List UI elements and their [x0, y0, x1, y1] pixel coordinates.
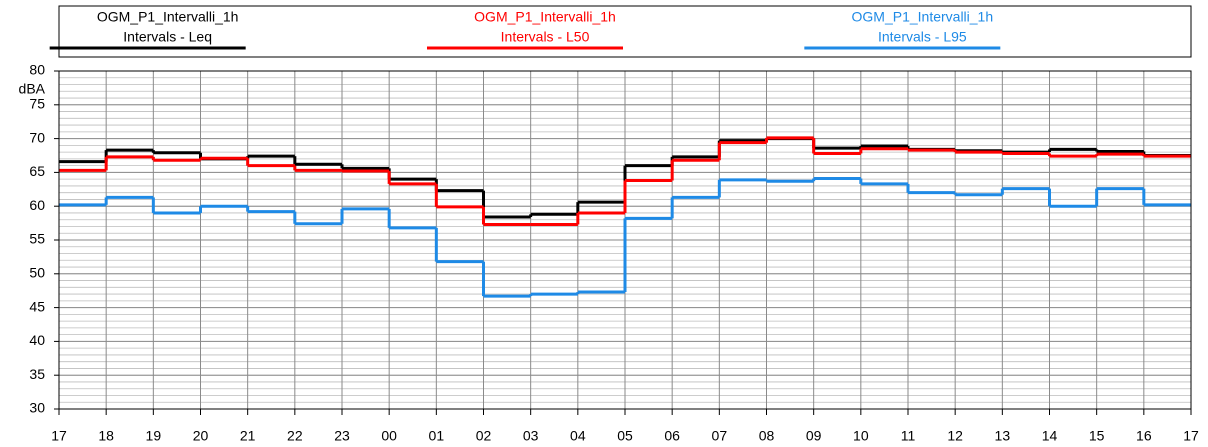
x-tick-label: 16 [1136, 428, 1152, 444]
y-tick-label: 40 [29, 332, 45, 348]
y-tick-label: 80 [29, 62, 45, 78]
x-tick-label: 17 [1183, 428, 1199, 444]
legend-source: OGM_P1_Intervalli_1h [97, 9, 239, 25]
x-tick-label: 13 [995, 428, 1011, 444]
x-tick-label: 20 [193, 428, 209, 444]
x-tick-label: 01 [429, 428, 445, 444]
y-tick-label: 30 [29, 400, 45, 416]
x-tick-label: 11 [901, 428, 916, 444]
x-tick-label: 23 [334, 428, 350, 444]
legend-label: Intervals - Leq [123, 29, 212, 45]
y-unit: dBA [19, 81, 46, 97]
y-tick-label: 70 [29, 129, 45, 145]
x-tick-label: 14 [1042, 428, 1058, 444]
x-tick-label: 07 [712, 428, 728, 444]
legend-box [58, 5, 1192, 58]
legend-label: Intervals - L95 [878, 29, 967, 45]
x-tick-label: 06 [664, 428, 680, 444]
x-tick-label: 08 [759, 428, 775, 444]
x-tick-label: 21 [240, 428, 256, 444]
y-tick-label: 45 [29, 298, 45, 314]
x-tick-label: 09 [806, 428, 822, 444]
x-tick-label: 18 [98, 428, 114, 444]
x-tick-label: 04 [570, 428, 586, 444]
legend-source: OGM_P1_Intervalli_1h [474, 9, 616, 25]
x-tick-label: 19 [146, 428, 162, 444]
y-tick-label: 35 [29, 366, 45, 382]
x-tick-label: 02 [476, 428, 492, 444]
y-tick-label: 55 [29, 231, 45, 247]
legend-label: Intervals - L50 [501, 29, 590, 45]
legend-source: OGM_P1_Intervalli_1h [852, 9, 994, 25]
x-tick-label: 10 [853, 428, 869, 444]
x-tick-label: 12 [947, 428, 963, 444]
x-tick-label: 22 [287, 428, 303, 444]
y-tick-label: 60 [29, 197, 45, 213]
x-tick-label: 03 [523, 428, 539, 444]
y-tick-label: 50 [29, 265, 45, 281]
x-tick-label: 17 [51, 428, 67, 444]
marks [59, 136, 1191, 298]
y-tick-label: 65 [29, 163, 45, 179]
x-tick-label: 15 [1089, 428, 1105, 444]
x-tick-label: 05 [617, 428, 633, 444]
x-tick-label: 00 [381, 428, 397, 444]
y-tick-label: 75 [29, 96, 45, 112]
